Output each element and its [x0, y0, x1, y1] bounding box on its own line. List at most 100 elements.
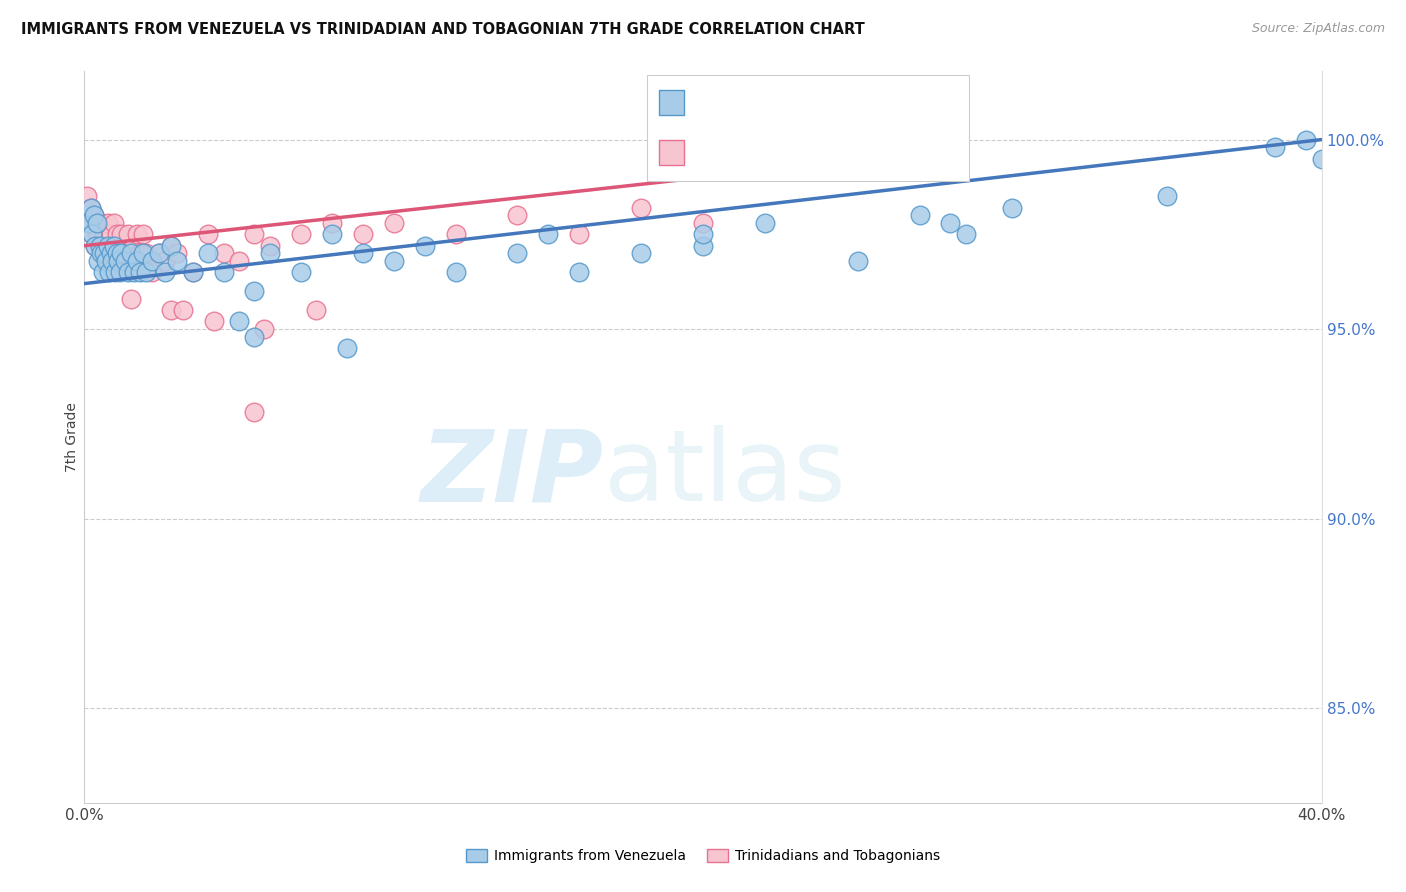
Point: [166, 246, 188, 260]
Point: [382, 253, 405, 268]
Point: [1295, 132, 1317, 146]
Point: [129, 246, 152, 260]
Point: [90, 216, 112, 230]
Point: [413, 238, 436, 252]
Point: [86, 216, 108, 230]
Point: [1156, 189, 1178, 203]
Point: [87, 227, 110, 242]
Point: [243, 329, 266, 343]
Point: [181, 265, 204, 279]
Y-axis label: 7th Grade: 7th Grade: [65, 402, 79, 472]
Point: [692, 227, 714, 242]
Point: [93, 246, 115, 260]
Point: [94, 253, 117, 268]
Point: [212, 265, 235, 279]
Point: [568, 265, 591, 279]
Point: [132, 246, 155, 260]
Point: [89, 238, 111, 252]
Point: [939, 216, 962, 230]
Point: [104, 246, 127, 260]
Point: [141, 253, 163, 268]
Point: [83, 208, 105, 222]
Point: [955, 227, 977, 242]
Point: [105, 246, 128, 260]
Point: [86, 216, 108, 230]
Point: [197, 246, 219, 260]
Point: [110, 227, 132, 242]
Point: [94, 238, 117, 252]
Point: [135, 265, 157, 279]
Point: [114, 246, 136, 260]
Point: [352, 227, 374, 242]
Point: [1310, 152, 1333, 166]
Point: [153, 265, 176, 279]
Point: [97, 238, 120, 252]
Point: [1264, 140, 1286, 154]
Point: [630, 201, 652, 215]
Point: [108, 265, 131, 279]
Point: [259, 238, 281, 252]
Point: [84, 238, 107, 252]
Point: [172, 303, 194, 318]
Point: [117, 265, 139, 279]
Point: [444, 265, 467, 279]
Point: [98, 246, 121, 260]
Point: [692, 238, 714, 252]
Point: [290, 265, 312, 279]
Point: [103, 216, 125, 230]
Point: [122, 238, 145, 252]
Point: [321, 227, 343, 242]
Point: [125, 253, 148, 268]
Point: [754, 216, 776, 230]
Point: [79, 201, 101, 215]
Text: atlas: atlas: [605, 425, 845, 522]
Point: [90, 246, 112, 260]
Point: [125, 227, 148, 242]
Point: [148, 246, 170, 260]
Point: [107, 246, 129, 260]
Point: [93, 227, 115, 242]
Point: [114, 253, 136, 268]
Point: [82, 227, 104, 242]
Point: [105, 227, 128, 242]
Point: [84, 238, 107, 252]
Point: [444, 227, 467, 242]
Point: [305, 303, 328, 318]
Point: [228, 253, 250, 268]
Point: [107, 253, 129, 268]
Point: [908, 208, 931, 222]
Point: [132, 227, 155, 242]
Point: [82, 227, 104, 242]
Point: [101, 253, 124, 268]
Text: Source: ZipAtlas.com: Source: ZipAtlas.com: [1251, 22, 1385, 36]
Point: [846, 253, 869, 268]
Point: [87, 253, 110, 268]
Point: [253, 322, 276, 336]
Point: [336, 341, 359, 355]
Point: [160, 238, 183, 252]
Point: [91, 246, 114, 260]
Point: [692, 216, 714, 230]
Point: [243, 227, 266, 242]
Point: [243, 405, 266, 419]
Point: [181, 265, 204, 279]
Point: [202, 314, 225, 328]
Point: [76, 189, 98, 203]
Point: [117, 227, 139, 242]
Point: [382, 216, 405, 230]
Point: [110, 246, 132, 260]
Point: [160, 303, 183, 318]
Point: [243, 284, 266, 298]
Point: [212, 246, 235, 260]
Point: [1001, 201, 1024, 215]
Point: [77, 216, 100, 230]
Point: [103, 238, 125, 252]
Text: IMMIGRANTS FROM VENEZUELA VS TRINIDADIAN AND TOBAGONIAN 7TH GRADE CORRELATION CH: IMMIGRANTS FROM VENEZUELA VS TRINIDADIAN…: [21, 22, 865, 37]
Point: [141, 265, 163, 279]
Point: [630, 246, 652, 260]
Point: [98, 265, 121, 279]
Point: [197, 227, 219, 242]
Point: [129, 265, 152, 279]
Point: [97, 216, 120, 230]
Point: [228, 314, 250, 328]
